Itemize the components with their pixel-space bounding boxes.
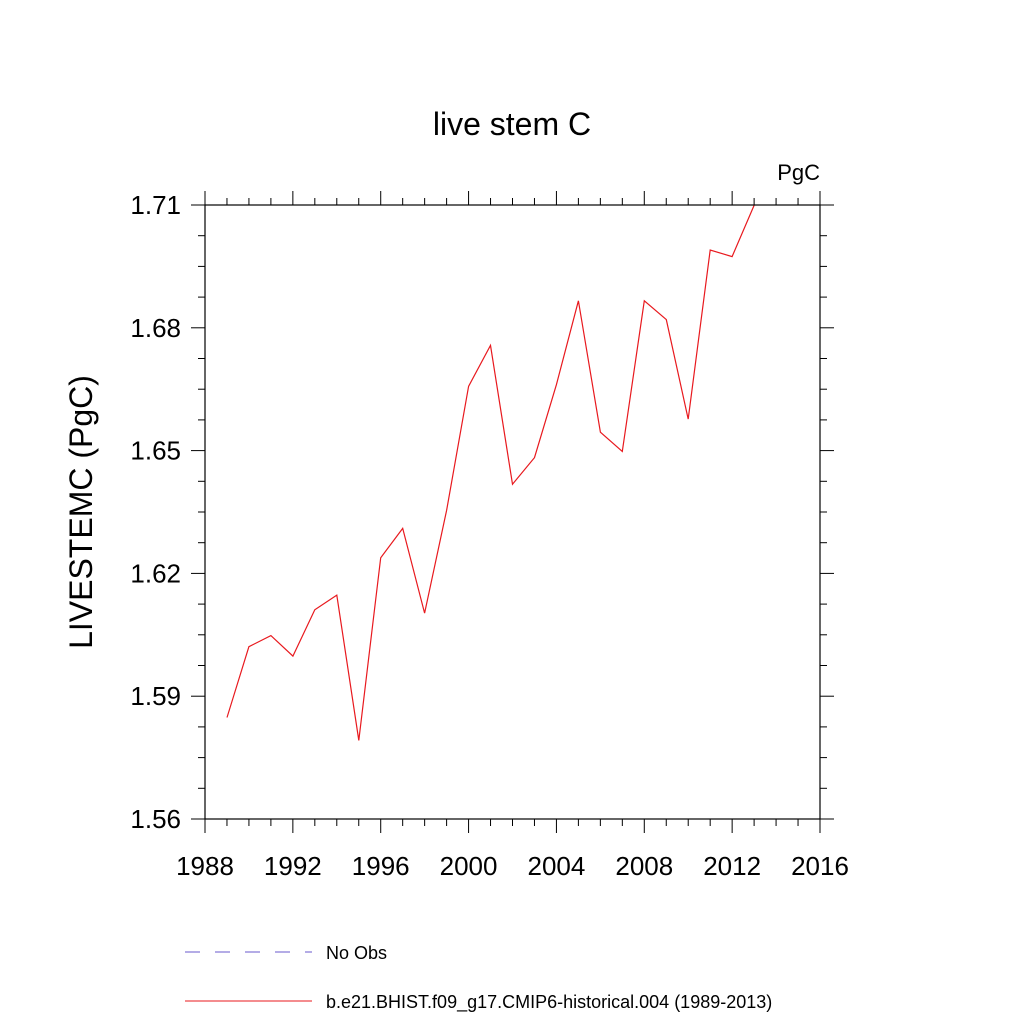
legend-label: b.e21.BHIST.f09_g17.CMIP6-historical.004… xyxy=(326,992,772,1013)
data-point xyxy=(269,634,272,637)
y-axis-label: LIVESTEMC (PgC) xyxy=(63,375,99,649)
x-tick-label: 2000 xyxy=(440,851,498,881)
data-point xyxy=(643,299,646,302)
data-point xyxy=(379,556,382,559)
chart-title: live stem C xyxy=(433,106,591,142)
x-tick-label: 2012 xyxy=(703,851,761,881)
series-lines xyxy=(225,205,755,742)
y-tick-label: 1.59 xyxy=(130,681,181,711)
y-tick-label: 1.62 xyxy=(130,558,181,588)
data-point xyxy=(687,418,690,421)
plot-frame xyxy=(204,204,821,820)
data-point xyxy=(731,255,734,258)
data-point xyxy=(709,249,712,252)
axis-ticks xyxy=(191,191,834,833)
legend: No Obs b.e21.BHIST.f09_g17.CMIP6-historic… xyxy=(185,943,772,1013)
data-point xyxy=(489,344,492,347)
x-tick-label: 1988 xyxy=(176,851,234,881)
data-point xyxy=(445,509,448,512)
data-point xyxy=(335,594,338,597)
data-point xyxy=(577,299,580,302)
series-line-0 xyxy=(226,205,755,741)
data-point xyxy=(511,483,514,486)
data-point xyxy=(555,383,558,386)
data-point xyxy=(423,612,426,615)
data-point xyxy=(665,318,668,321)
data-point xyxy=(401,527,404,530)
data-point xyxy=(225,716,228,719)
data-point xyxy=(247,645,250,648)
y-tick-labels: 1.56 1.59 1.62 1.65 1.68 1.71 xyxy=(130,190,181,834)
data-point xyxy=(533,456,536,459)
x-tick-labels: 1988 1992 1996 2000 2004 2008 2012 2016 xyxy=(176,851,849,881)
data-point xyxy=(621,450,624,453)
data-point xyxy=(313,608,316,611)
y-tick-label: 1.56 xyxy=(130,804,181,834)
x-tick-label: 2008 xyxy=(615,851,673,881)
x-tick-label: 1992 xyxy=(264,851,322,881)
data-point xyxy=(291,655,294,658)
data-point xyxy=(599,431,602,434)
legend-label: No Obs xyxy=(326,943,387,963)
y-tick-label: 1.68 xyxy=(130,313,181,343)
data-point xyxy=(357,739,360,742)
x-tick-label: 1996 xyxy=(352,851,410,881)
y-tick-label: 1.65 xyxy=(130,436,181,466)
y-tick-label: 1.71 xyxy=(130,190,181,220)
x-tick-label: 2016 xyxy=(791,851,849,881)
data-point xyxy=(467,385,470,388)
units-label: PgC xyxy=(777,160,820,185)
x-tick-label: 2004 xyxy=(528,851,586,881)
